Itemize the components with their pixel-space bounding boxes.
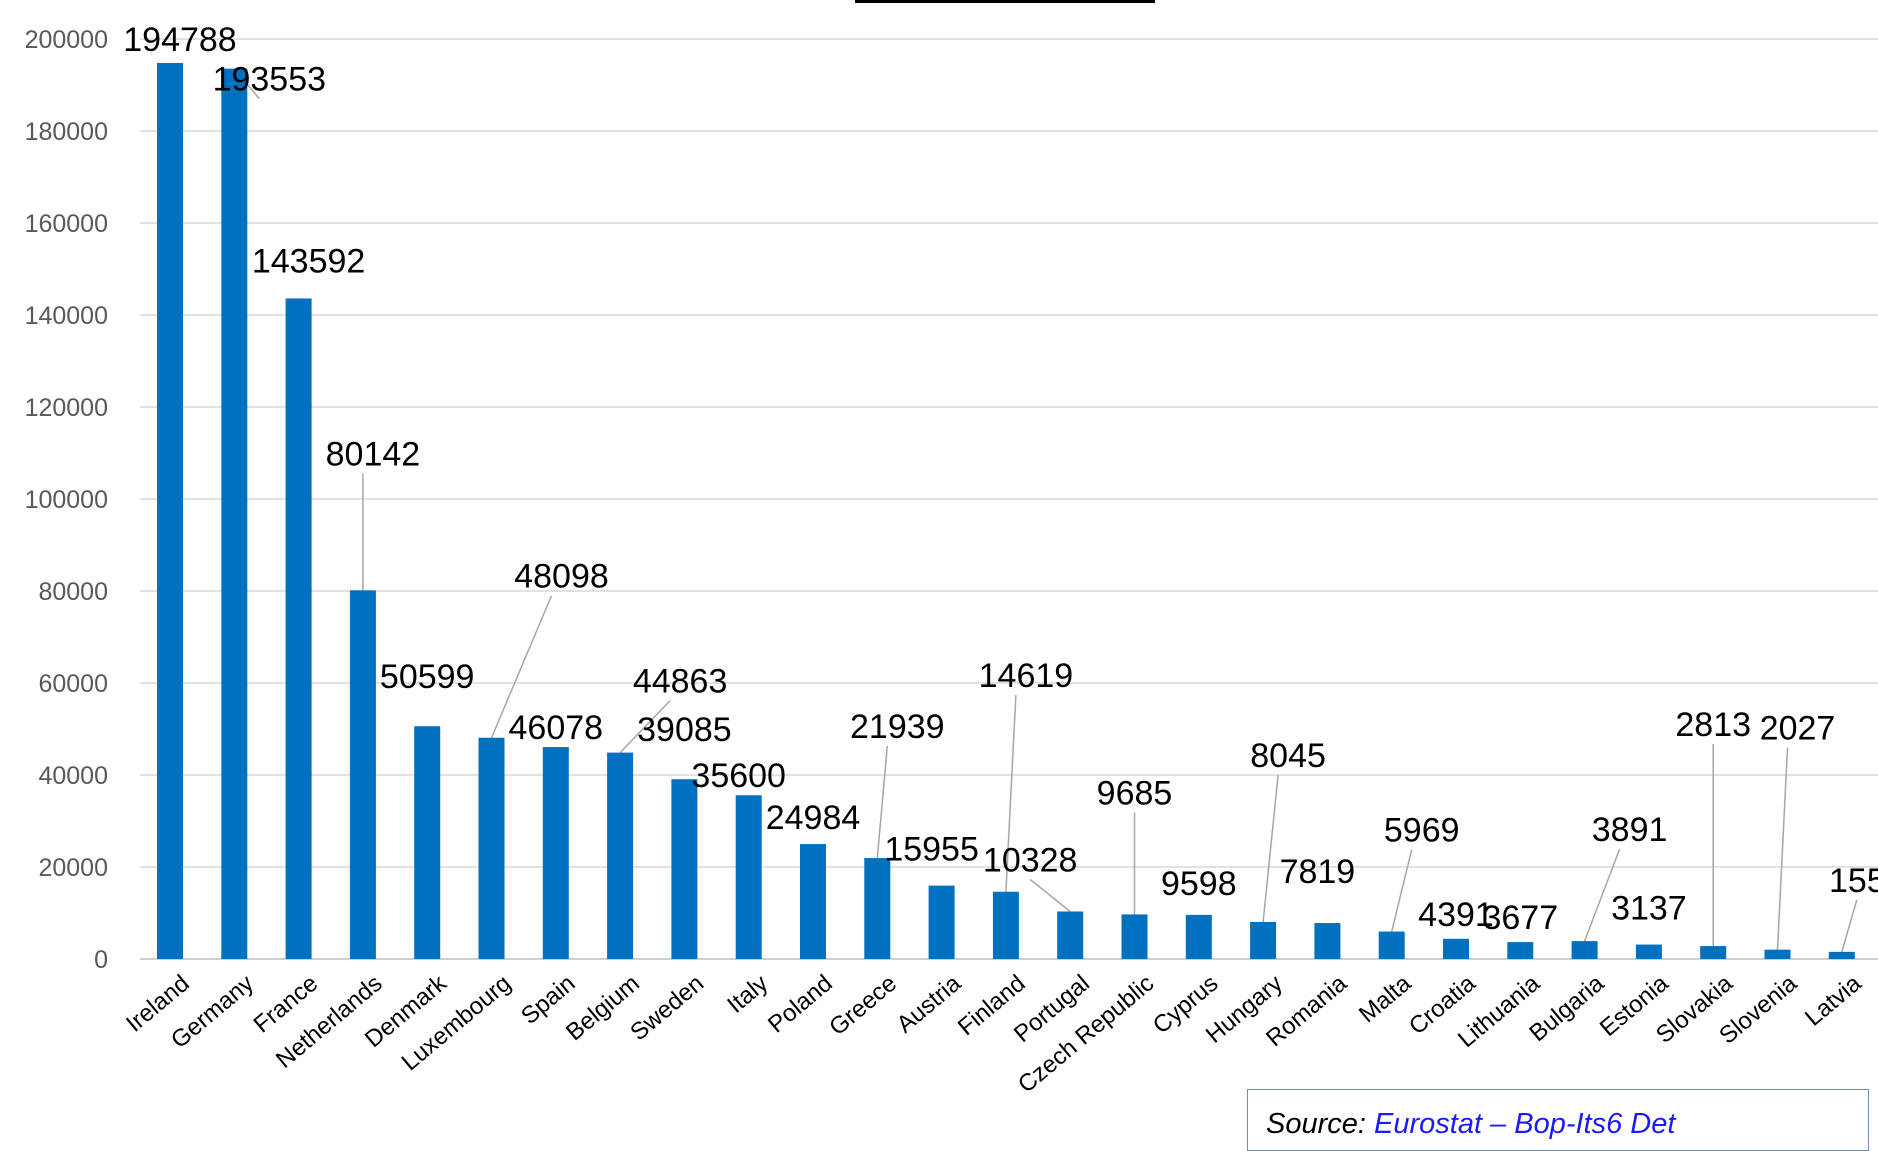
data-label: 14619 bbox=[979, 657, 1074, 695]
data-label: 46078 bbox=[509, 709, 604, 747]
bar bbox=[864, 858, 891, 959]
y-tick-label: 20000 bbox=[38, 854, 108, 882]
bar bbox=[1571, 941, 1598, 959]
bar bbox=[1635, 944, 1662, 959]
data-label: 48098 bbox=[514, 558, 609, 596]
data-label: 143592 bbox=[252, 242, 365, 280]
leader-line bbox=[1776, 747, 1789, 950]
bar bbox=[671, 779, 698, 959]
data-label: 5969 bbox=[1384, 812, 1460, 850]
x-axis: IrelandGermanyFranceNetherlandsDenmarkLu… bbox=[121, 969, 1867, 1098]
leader-line bbox=[1005, 694, 1017, 892]
y-tick-label: 200000 bbox=[25, 26, 108, 54]
bar bbox=[285, 298, 312, 959]
data-label: 8045 bbox=[1250, 737, 1326, 775]
data-label: 2813 bbox=[1675, 706, 1751, 744]
leader-line bbox=[1262, 774, 1279, 923]
bar bbox=[607, 752, 634, 959]
data-label: 9685 bbox=[1097, 774, 1173, 812]
y-tick-label: 100000 bbox=[25, 486, 108, 514]
source-text: Source: Eurostat – Bop-Its6 Det bbox=[1266, 1108, 1675, 1141]
y-tick-label: 0 bbox=[94, 946, 108, 974]
leader-line bbox=[1029, 878, 1071, 913]
bar bbox=[992, 891, 1019, 959]
data-label: 35600 bbox=[691, 757, 786, 795]
title-underline bbox=[855, 0, 1155, 3]
x-tick-label: Sweden bbox=[625, 970, 709, 1046]
bar bbox=[1764, 949, 1791, 959]
data-label: 15955 bbox=[884, 831, 979, 869]
x-tick-label: Italy bbox=[722, 970, 773, 1019]
bar bbox=[1057, 911, 1084, 959]
bar bbox=[928, 885, 955, 959]
x-tick-label: Austria bbox=[892, 969, 967, 1038]
data-label: 39085 bbox=[637, 711, 732, 749]
x-tick-label: Bulgaria bbox=[1524, 969, 1609, 1047]
leader-line bbox=[1841, 899, 1858, 953]
data-label: 193553 bbox=[213, 61, 326, 99]
data-label: 44863 bbox=[633, 663, 728, 701]
bar bbox=[1314, 923, 1341, 959]
y-tick-label: 140000 bbox=[25, 302, 108, 330]
bar bbox=[1443, 938, 1469, 959]
source-box: Source: Eurostat – Bop-Its6 Det bbox=[1247, 1089, 1869, 1151]
y-tick-label: 80000 bbox=[38, 578, 108, 606]
data-label: 50599 bbox=[380, 658, 475, 696]
bar bbox=[1828, 951, 1855, 959]
y-tick-label: 60000 bbox=[38, 670, 108, 698]
bar bbox=[349, 590, 376, 959]
leader-line bbox=[1583, 848, 1621, 942]
bar bbox=[221, 68, 248, 960]
data-label: 4391 bbox=[1418, 896, 1494, 934]
bar bbox=[1507, 942, 1534, 959]
y-tick-label: 120000 bbox=[25, 394, 108, 422]
leader-line bbox=[490, 595, 553, 739]
bar bbox=[542, 747, 569, 959]
data-label: 10328 bbox=[983, 841, 1078, 879]
data-label: 3137 bbox=[1611, 890, 1687, 928]
data-label: 21939 bbox=[850, 708, 945, 746]
y-tick-label: 160000 bbox=[25, 210, 108, 238]
bars bbox=[157, 62, 1855, 960]
bar bbox=[478, 737, 505, 959]
data-label: 24984 bbox=[766, 799, 861, 837]
data-label: 3677 bbox=[1482, 899, 1558, 937]
leader-line bbox=[1390, 849, 1413, 932]
source-prefix: Source: bbox=[1266, 1108, 1374, 1140]
data-label: 2027 bbox=[1760, 710, 1836, 748]
bar bbox=[1121, 914, 1148, 959]
data-label: 80142 bbox=[326, 435, 421, 473]
y-axis: 0 20000 40000 60000 80000 100000 120000 140000 1… bbox=[25, 26, 108, 974]
source-link[interactable]: Eurostat – Bop-Its6 Det bbox=[1374, 1108, 1676, 1140]
leader-line bbox=[876, 746, 889, 859]
x-tick-label: Latvia bbox=[1800, 969, 1867, 1031]
bar bbox=[1185, 914, 1212, 959]
bar bbox=[1700, 946, 1727, 959]
y-tick-label: 40000 bbox=[38, 762, 108, 790]
bar bbox=[800, 844, 826, 959]
data-label: 9598 bbox=[1161, 865, 1237, 903]
bar bbox=[1250, 921, 1277, 959]
data-label: 7819 bbox=[1280, 853, 1356, 891]
leader-line bbox=[619, 700, 671, 754]
bar bbox=[735, 795, 762, 959]
data-label: 1553 bbox=[1829, 862, 1878, 900]
bar bbox=[1378, 931, 1405, 959]
bar bbox=[157, 62, 183, 959]
data-label: 194788 bbox=[123, 21, 236, 59]
x-tick-label: Greece bbox=[824, 970, 902, 1041]
data-label: 3891 bbox=[1592, 811, 1668, 849]
y-tick-label: 180000 bbox=[25, 118, 108, 146]
bar bbox=[414, 726, 441, 959]
x-tick-label: Poland bbox=[763, 970, 838, 1039]
